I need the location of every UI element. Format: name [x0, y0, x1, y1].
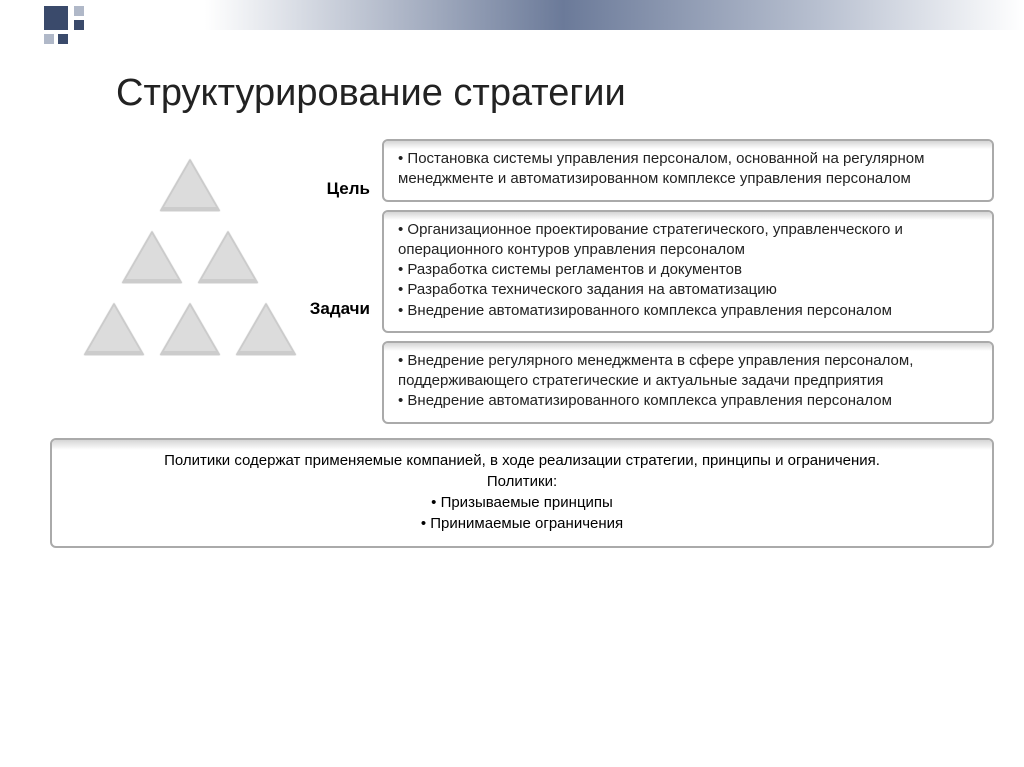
results-list: Внедрение регулярного менеджмента в сфер… — [398, 351, 978, 412]
list-item: Призываемые принципы — [421, 492, 623, 513]
triangle-icon — [160, 303, 220, 355]
triangle-icon — [198, 231, 258, 283]
footer-intro: Политики содержат применяемые компанией,… — [72, 450, 972, 471]
right-column: Постановка системы управления персоналом… — [382, 139, 994, 424]
triangle-icon — [122, 231, 182, 283]
footer-box: Политики содержат применяемые компанией,… — [50, 438, 994, 548]
list-item: Организационное проектирование стратегич… — [398, 220, 978, 261]
box-goal: Постановка системы управления персоналом… — [382, 139, 994, 202]
list-item: Постановка системы управления персоналом… — [398, 149, 978, 190]
list-item: Разработка технического задания на автом… — [398, 280, 978, 300]
slide-topbar — [0, 0, 1024, 30]
list-item: Внедрение автоматизированного комплекса … — [398, 301, 978, 321]
main-content: Цель Задачи Ожидаемыерезультаты Постанов… — [0, 139, 1024, 424]
goal-list: Постановка системы управления персоналом… — [398, 149, 978, 190]
triangle-icon — [84, 303, 144, 355]
list-item: Принимаемые ограничения — [421, 513, 623, 534]
page-title: Структурирование стратегии — [116, 72, 1024, 115]
left-column: Цель Задачи Ожидаемыерезультаты — [50, 139, 370, 424]
pyramid-diagram — [60, 159, 320, 389]
triangle-icon — [236, 303, 296, 355]
list-item: Внедрение регулярного менеджмента в сфер… — [398, 351, 978, 392]
footer-list: Призываемые принципы Принимаемые огранич… — [421, 492, 623, 534]
label-tasks: Задачи — [310, 299, 370, 319]
list-item: Разработка системы регламентов и докумен… — [398, 260, 978, 280]
triangle-icon — [160, 159, 220, 211]
list-item: Внедрение автоматизированного комплекса … — [398, 391, 978, 411]
tasks-list: Организационное проектирование стратегич… — [398, 220, 978, 321]
label-goal: Цель — [327, 179, 370, 199]
box-tasks: Организационное проектирование стратегич… — [382, 210, 994, 333]
box-results: Внедрение регулярного менеджмента в сфер… — [382, 341, 994, 424]
footer-subtitle: Политики: — [72, 471, 972, 492]
